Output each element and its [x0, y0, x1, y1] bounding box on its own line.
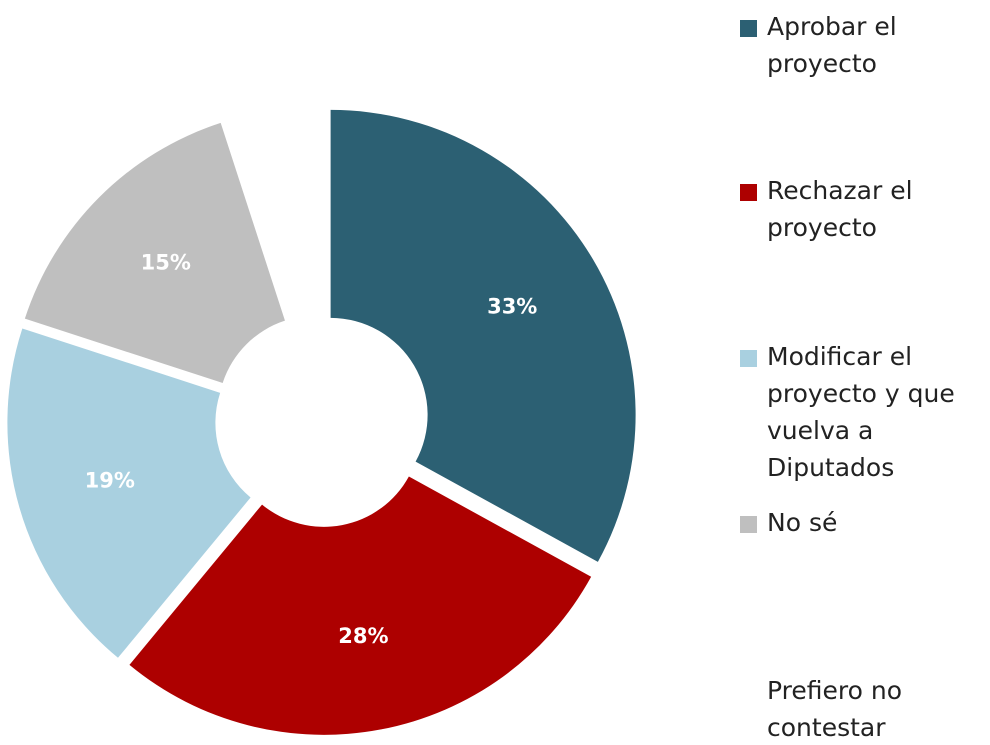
legend-swatch — [740, 516, 757, 533]
donut-slice — [330, 109, 636, 562]
donut-slice — [24, 122, 285, 383]
legend-item: Rechazar el proyecto — [740, 172, 982, 246]
legend-item: Prefiero no contestar — [740, 672, 982, 745]
legend-label: Aprobar el proyecto — [767, 12, 897, 78]
legend-swatch — [740, 184, 757, 201]
legend-label: Modificar el proyecto y que vuelva a Dip… — [767, 342, 955, 482]
donut-slice — [226, 105, 321, 318]
legend-label: Rechazar el proyecto — [767, 176, 913, 242]
data-label: 15% — [141, 251, 191, 275]
data-label: 33% — [487, 295, 537, 319]
data-label: 28% — [338, 624, 388, 648]
donut-slice — [129, 476, 592, 735]
donut-slice — [7, 328, 251, 658]
legend-swatch — [740, 684, 757, 701]
legend-swatch — [740, 350, 757, 367]
legend-item: Aprobar el proyecto — [740, 8, 982, 82]
donut: 33% 28% 19% 15% — [7, 105, 636, 735]
legend-label: Prefiero no contestar — [767, 676, 902, 742]
legend-label: No sé — [767, 508, 838, 537]
data-label: 19% — [85, 469, 135, 493]
legend-item: No sé — [740, 504, 982, 541]
legend-swatch — [740, 20, 757, 37]
legend-item: Modificar el proyecto y que vuelva a Dip… — [740, 338, 982, 486]
